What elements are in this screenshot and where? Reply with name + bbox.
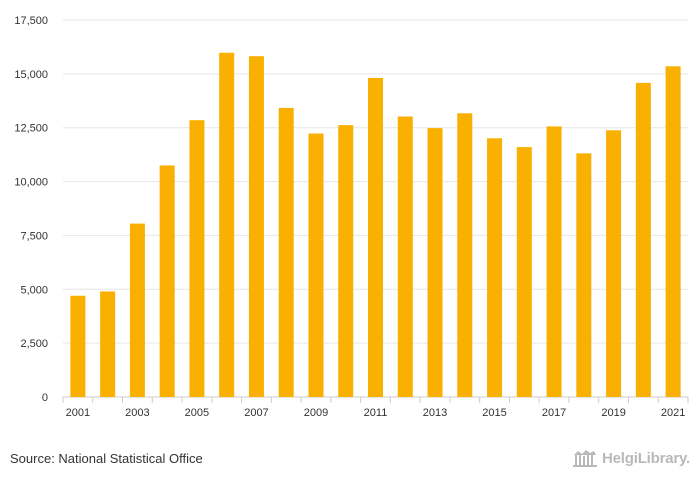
x-tick-label: 2017 [542, 407, 566, 419]
y-tick-label: 2,500 [20, 338, 48, 350]
y-tick-label: 17,500 [14, 15, 48, 27]
y-tick-label: 7,500 [20, 230, 48, 242]
bar-2003[interactable] [129, 223, 145, 397]
x-tick-label: 2001 [66, 407, 90, 419]
bar-chart: 0 2,500 5,000 7,500 10,000 12,500 15,000 17,500… [14, 15, 689, 419]
x-tick-label: 2019 [601, 407, 625, 419]
y-tick-label: 15,000 [14, 69, 48, 81]
y-tick-label: 10,000 [14, 177, 48, 189]
bar-2009[interactable] [308, 133, 324, 397]
y-tick-label: 12,500 [14, 123, 48, 135]
bar-2007[interactable] [248, 56, 264, 397]
x-tick-label: 2011 [364, 407, 388, 419]
source-note: Source: National Statistical Office [10, 451, 203, 466]
bar-2005[interactable] [189, 120, 205, 397]
bar-2018[interactable] [576, 153, 592, 397]
bar-2011[interactable] [368, 77, 383, 397]
library-building-icon [573, 450, 598, 467]
bar-2008[interactable] [278, 107, 294, 397]
helgi-library-logo[interactable]: HelgiLibrary. [572, 447, 690, 469]
y-tick-label: 5,000 [20, 284, 48, 296]
bar-2002[interactable] [100, 291, 116, 397]
bar-2013[interactable] [427, 128, 443, 397]
x-tick-label: 2015 [482, 407, 506, 419]
bar-2015[interactable] [487, 138, 503, 398]
x-tick-label: 2009 [304, 407, 328, 419]
bar-2019[interactable] [606, 130, 622, 397]
x-tick-label: 2013 [423, 407, 447, 419]
bar-2014[interactable] [457, 113, 473, 397]
bar-2020[interactable] [635, 82, 651, 397]
bar-2017[interactable] [546, 126, 562, 397]
bar-2006[interactable] [219, 52, 235, 397]
bar-2001[interactable] [70, 295, 86, 397]
x-tick-label: 2007 [244, 407, 268, 419]
x-tick-label: 2003 [125, 407, 149, 419]
bar-2012[interactable] [397, 116, 413, 398]
bar-2016[interactable] [516, 147, 532, 397]
bar-2021[interactable] [665, 66, 681, 398]
footer: Source: National Statistical Office Helg… [0, 447, 700, 477]
bar-2004[interactable] [159, 165, 175, 397]
x-tick-label: 2021 [661, 407, 685, 419]
x-tick-label: 2005 [185, 407, 209, 419]
bar-2010[interactable] [338, 125, 354, 397]
logo-text: HelgiLibrary. [602, 449, 690, 467]
y-tick-label: 0 [42, 392, 48, 404]
